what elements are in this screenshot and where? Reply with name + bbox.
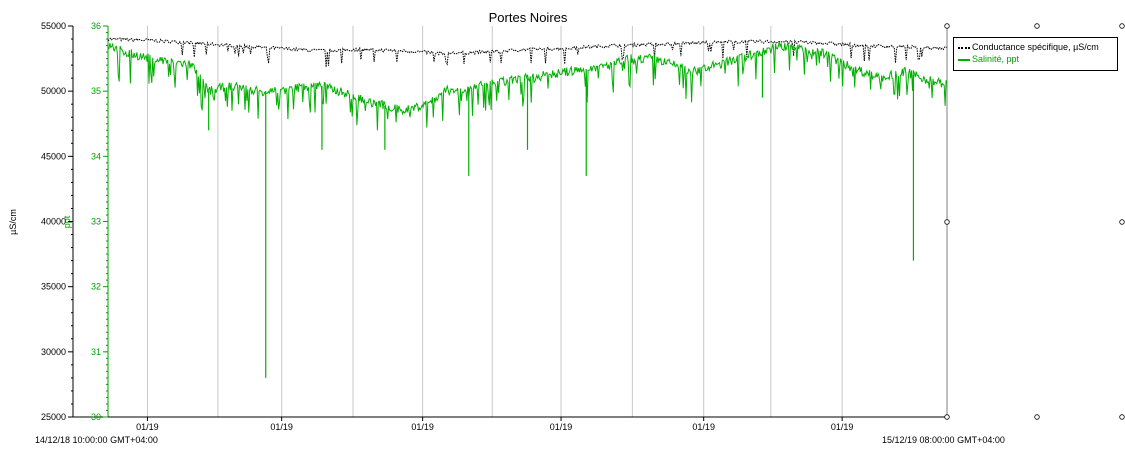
y-left-tick-label: 55000 bbox=[41, 21, 66, 31]
x-tick-label: 01/19 bbox=[550, 422, 573, 432]
y-right-tick-label: 31 bbox=[91, 347, 101, 357]
x-end-label: 15/12/19 08:00:00 GMT+04:00 bbox=[882, 435, 1005, 445]
x-tick-label: 01/19 bbox=[411, 422, 434, 432]
y-right-tick-label: 34 bbox=[91, 151, 101, 161]
chart-title: Portes Noires bbox=[489, 10, 568, 25]
corner-markers bbox=[944, 23, 1125, 420]
y-right-tick-label: 36 bbox=[91, 21, 101, 31]
x-start-label: 14/12/18 10:00:00 GMT+04:00 bbox=[35, 435, 158, 445]
y-left-tick-label: 30000 bbox=[41, 347, 66, 357]
x-tick-label: 01/19 bbox=[831, 422, 854, 432]
y-left-tick-label: 50000 bbox=[41, 86, 66, 96]
grid-lines bbox=[146, 26, 843, 417]
legend-label: Conductance spécifique, µS/cm bbox=[972, 42, 1099, 52]
corner-marker-circle bbox=[1119, 414, 1125, 420]
y-right-tick-label: 32 bbox=[91, 282, 101, 292]
y-right-axis-label: ppt bbox=[62, 215, 72, 228]
x-tick-label: 01/19 bbox=[270, 422, 293, 432]
y-left-axis-label: µS/cm bbox=[8, 209, 18, 235]
legend: Conductance spécifique, µS/cm Salinité, … bbox=[953, 37, 1118, 71]
y-right-tick-label: 33 bbox=[91, 217, 101, 227]
corner-marker-circle bbox=[944, 414, 950, 420]
corner-marker-circle bbox=[1119, 219, 1125, 225]
y-left-tick-label: 40000 bbox=[41, 217, 66, 227]
corner-marker-circle bbox=[1119, 23, 1125, 29]
y-left-tick-label: 35000 bbox=[41, 282, 66, 292]
corner-marker-circle bbox=[1034, 23, 1040, 29]
y-right-tick-label: 30 bbox=[91, 412, 101, 422]
legend-label: Salinité, ppt bbox=[972, 54, 1020, 64]
legend-item-salinity: Salinité, ppt bbox=[958, 53, 1019, 65]
y-left-tick-label: 25000 bbox=[41, 412, 66, 422]
legend-item-conductance: Conductance spécifique, µS/cm bbox=[958, 41, 1099, 53]
x-tick-label: 01/19 bbox=[136, 422, 159, 432]
y-left-tick-label: 45000 bbox=[41, 151, 66, 161]
corner-marker-circle bbox=[944, 23, 950, 29]
legend-swatch-dotted bbox=[958, 46, 970, 49]
series-line-salinity bbox=[107, 41, 948, 131]
x-tick-label: 01/19 bbox=[692, 422, 715, 432]
series-layer bbox=[107, 37, 948, 378]
y-right-tick-label: 35 bbox=[91, 86, 101, 96]
corner-marker-circle bbox=[944, 219, 950, 225]
legend-swatch-solid bbox=[958, 58, 970, 61]
corner-marker-circle bbox=[1034, 414, 1040, 420]
series-line-conductance bbox=[107, 37, 948, 68]
axes: 01/19 01/19 01/19 01/19 01/19 01/19 25000 30000… bbox=[41, 21, 948, 432]
